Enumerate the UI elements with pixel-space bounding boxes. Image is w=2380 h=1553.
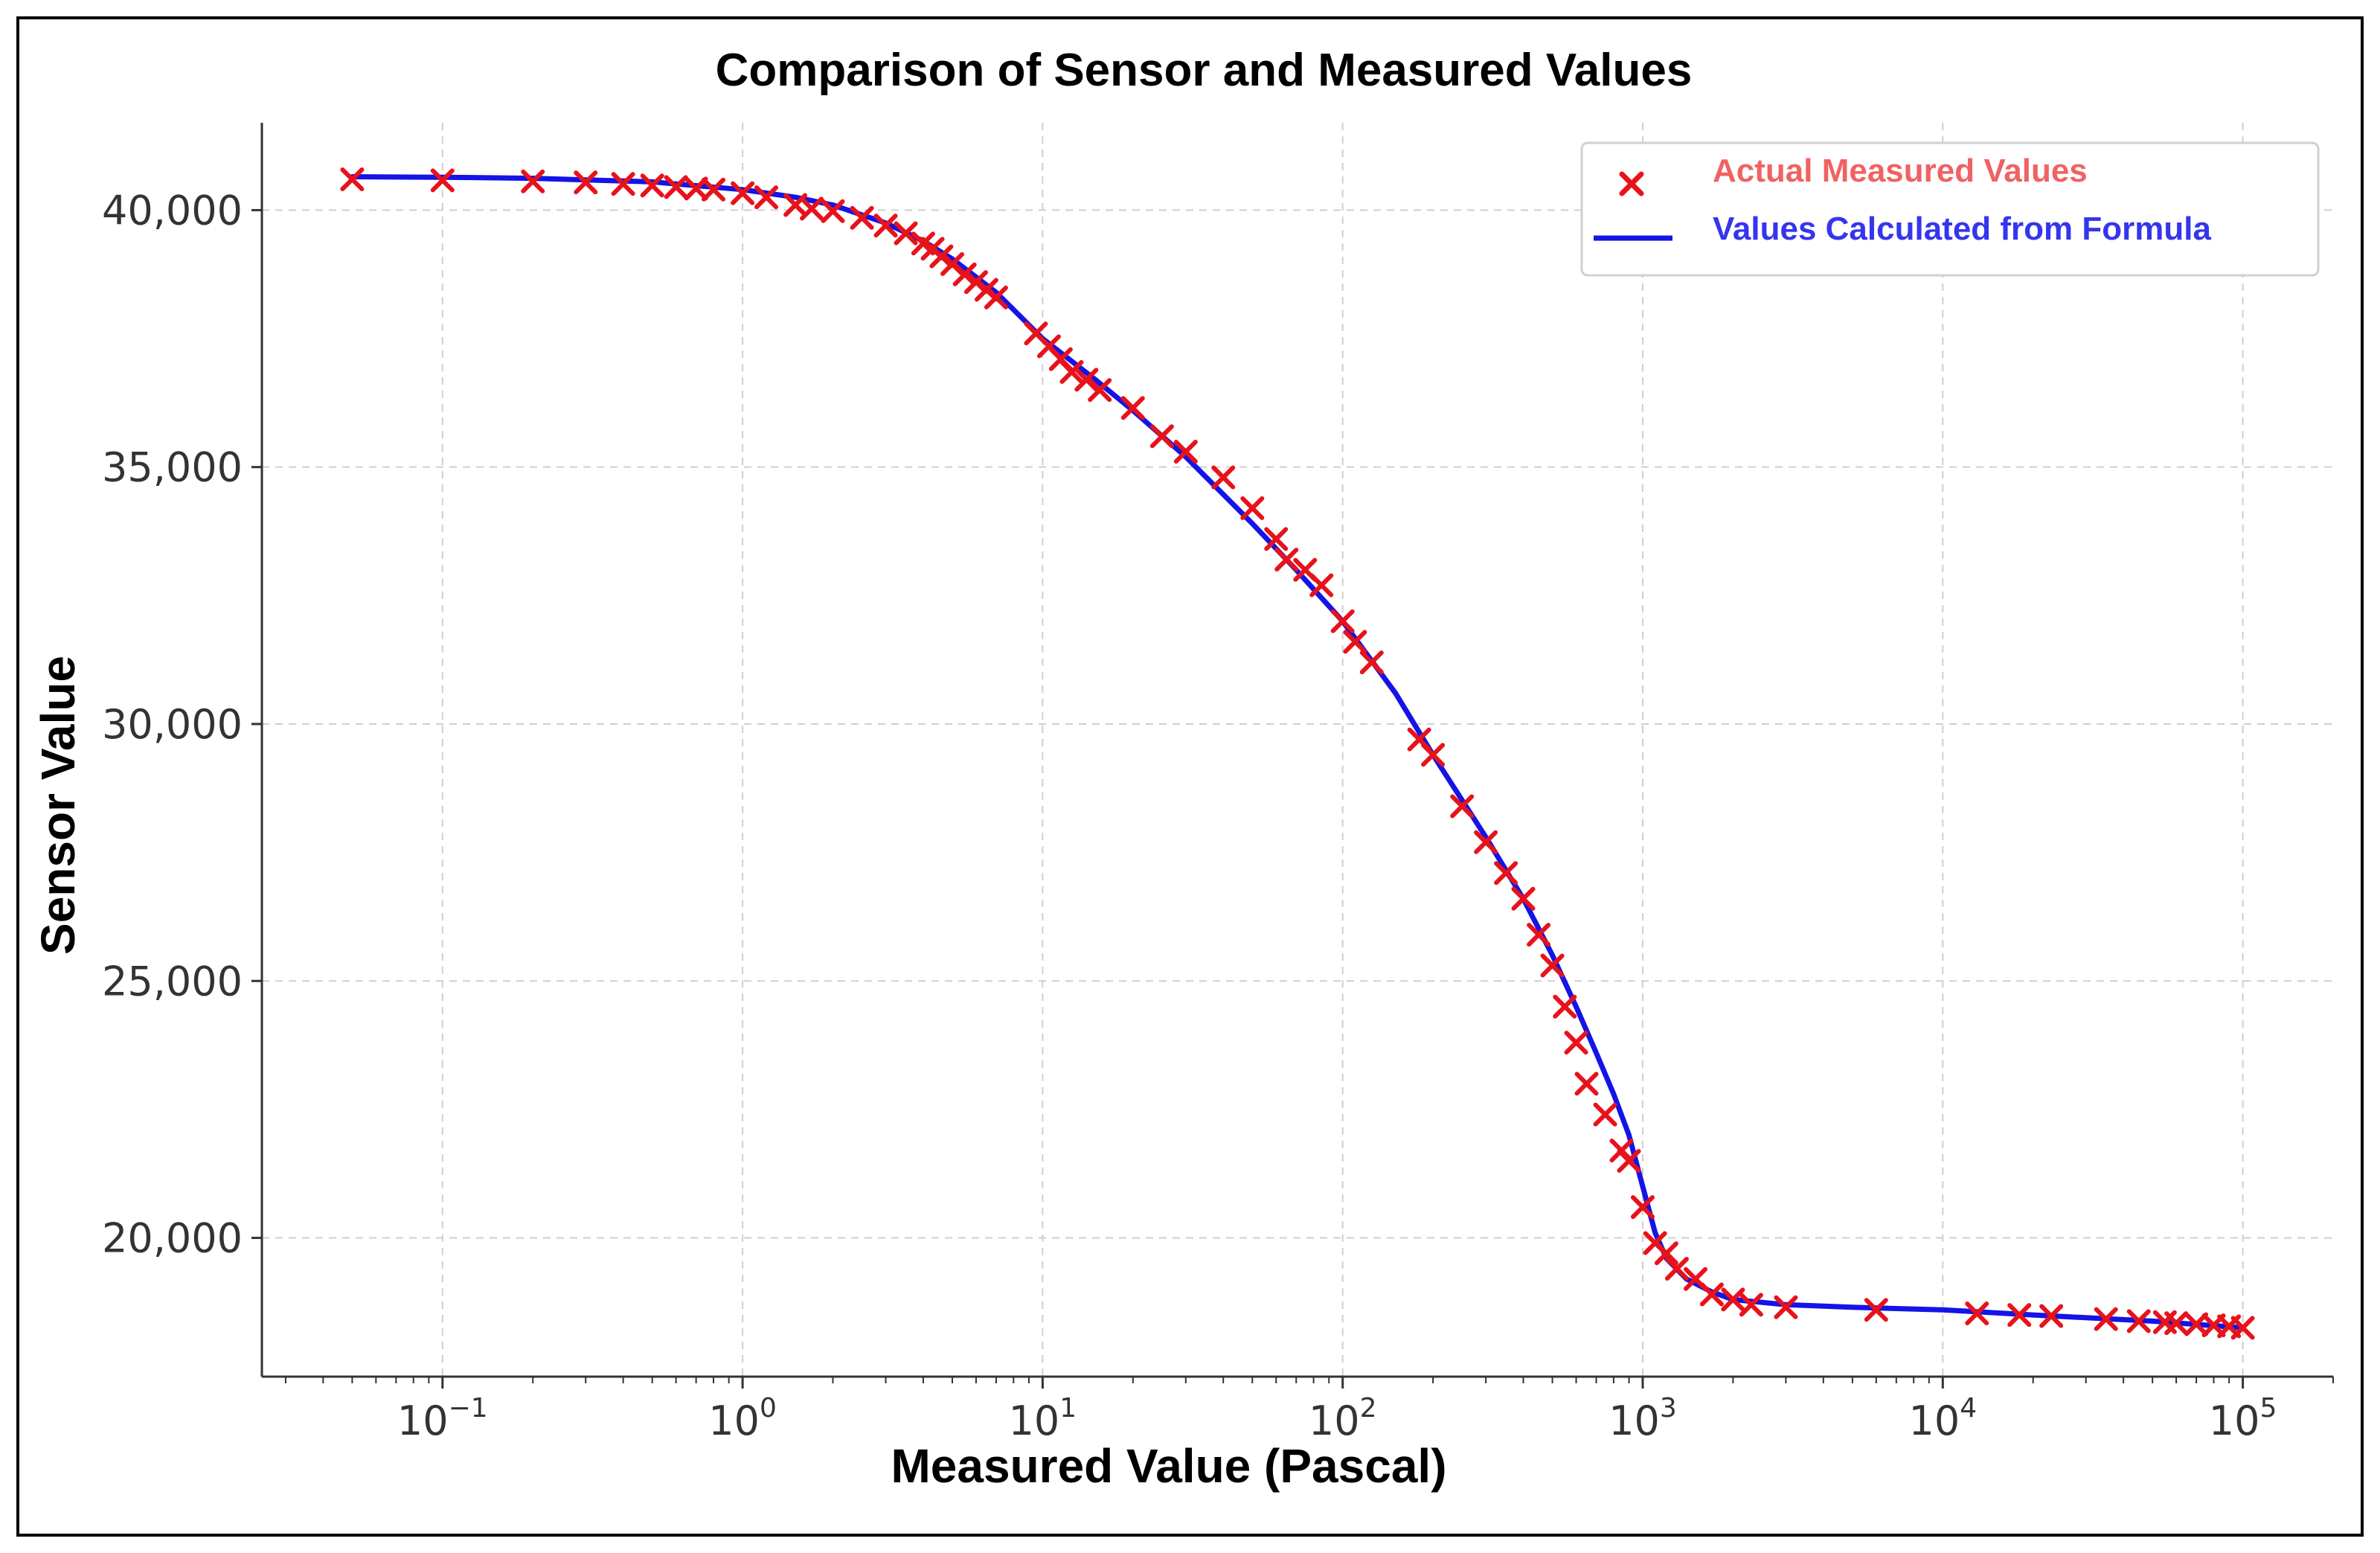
data-point-x-marker (611, 172, 635, 196)
y-tick-labels: 20,000 25,000 30,000 35,000 40,000 (102, 187, 243, 1261)
data-point-x-marker (1564, 1031, 1588, 1055)
data-point-x-marker (873, 214, 898, 238)
figure-border (16, 16, 2364, 1537)
y-tick-label: 40,000 (102, 187, 243, 234)
data-point-x-marker (894, 221, 918, 246)
data-point-x-marker (2126, 1309, 2151, 1333)
data-point-x-marker (574, 170, 598, 195)
data-point-x-marker (1654, 1241, 1678, 1266)
x-tick-label: 100 (708, 1393, 777, 1444)
data-point-x-marker (1864, 1298, 1888, 1322)
x-tick-label: 102 (1309, 1393, 1377, 1444)
data-point-x-marker (1965, 1301, 1989, 1326)
measured-marker-series (340, 167, 2255, 1340)
data-point-x-marker (1553, 994, 1577, 1019)
x-axis-label: Measured Value (Pascal) (891, 1439, 1446, 1493)
data-point-x-marker (1450, 794, 1475, 819)
data-point-x-marker (1540, 953, 1565, 978)
legend-label-measured: Actual Measured Values (1713, 153, 2088, 189)
grid-lines (262, 123, 2333, 1377)
legend-label-formula: Values Calculated from Formula (1713, 211, 2211, 247)
data-point-x-marker (1631, 1195, 1655, 1220)
data-point-x-marker (1774, 1295, 1798, 1319)
data-point-x-marker (1240, 496, 1265, 520)
data-point-x-marker (1739, 1293, 1763, 1317)
data-point-x-marker (952, 262, 977, 286)
data-point-x-marker (2164, 1311, 2189, 1336)
chart-title: Comparison of Sensor and Measured Values (716, 45, 1693, 96)
legend-box (1580, 141, 2320, 277)
data-point-x-marker (1059, 359, 1084, 384)
legend-marker-icon (1619, 171, 1644, 196)
legend: Actual Measured Values Values Calculated… (1580, 141, 2320, 277)
data-point-x-marker (1274, 547, 1299, 571)
data-point-x-marker (2007, 1303, 2032, 1328)
data-point-x-marker (640, 173, 664, 198)
data-point-x-marker (1593, 1102, 1617, 1127)
data-point-x-marker (1664, 1256, 1689, 1281)
data-point-x-marker (1343, 630, 1367, 654)
data-point-x-marker (1309, 573, 1334, 598)
data-point-x-marker (1120, 396, 1145, 420)
data-point-x-marker (340, 167, 365, 191)
data-point-x-marker (1574, 1072, 1599, 1096)
data-point-x-marker (731, 181, 755, 205)
x-tick-label: 103 (1608, 1393, 1677, 1444)
data-point-x-marker (754, 185, 779, 210)
data-point-x-marker (850, 205, 874, 230)
data-point-x-marker (1527, 923, 1551, 947)
data-point-x-marker (1421, 743, 1446, 767)
data-point-x-marker (984, 285, 1008, 310)
data-point-x-marker (2230, 1316, 2255, 1340)
x-tick-label: 104 (1908, 1393, 1977, 1444)
data-point-x-marker (430, 168, 455, 193)
data-point-x-marker (1474, 830, 1498, 854)
data-point-x-marker (2094, 1307, 2118, 1331)
y-tick-label: 20,000 (102, 1215, 243, 1262)
x-tick-label: 101 (1009, 1393, 1077, 1444)
data-point-x-marker (1264, 527, 1289, 551)
x-tick-labels: 10−1 100 101 102 103 104 105 (397, 1393, 2277, 1444)
data-point-x-marker (1699, 1282, 1724, 1307)
data-point-x-marker (521, 169, 545, 193)
data-point-x-marker (1211, 465, 1236, 490)
data-point-x-marker (2184, 1312, 2209, 1336)
data-point-x-marker (1088, 378, 1112, 403)
data-point-x-marker (2039, 1304, 2064, 1328)
data-point-x-marker (929, 244, 954, 269)
data-point-x-marker (800, 196, 824, 221)
y-tick-label: 25,000 (102, 958, 243, 1005)
data-point-x-marker (702, 177, 726, 202)
y-axis-label: Sensor Value (31, 656, 85, 955)
data-point-x-marker (1494, 861, 1518, 886)
data-point-x-marker (1149, 424, 1174, 449)
data-point-x-marker (1173, 439, 1198, 464)
y-tick-label: 30,000 (102, 701, 243, 748)
data-point-x-marker (1359, 650, 1384, 675)
axes (251, 123, 2334, 1389)
data-point-x-marker (1511, 886, 1536, 911)
x-tick-label: 10−1 (397, 1393, 488, 1444)
data-point-x-marker (821, 199, 845, 223)
data-point-x-marker (1617, 1148, 1641, 1173)
data-point-x-marker (684, 176, 708, 201)
data-point-x-marker (1330, 609, 1355, 633)
data-point-x-marker (664, 175, 688, 199)
y-tick-label: 35,000 (102, 444, 243, 491)
data-point-x-marker (1721, 1287, 1745, 1312)
x-tick-label: 105 (2209, 1393, 2277, 1444)
